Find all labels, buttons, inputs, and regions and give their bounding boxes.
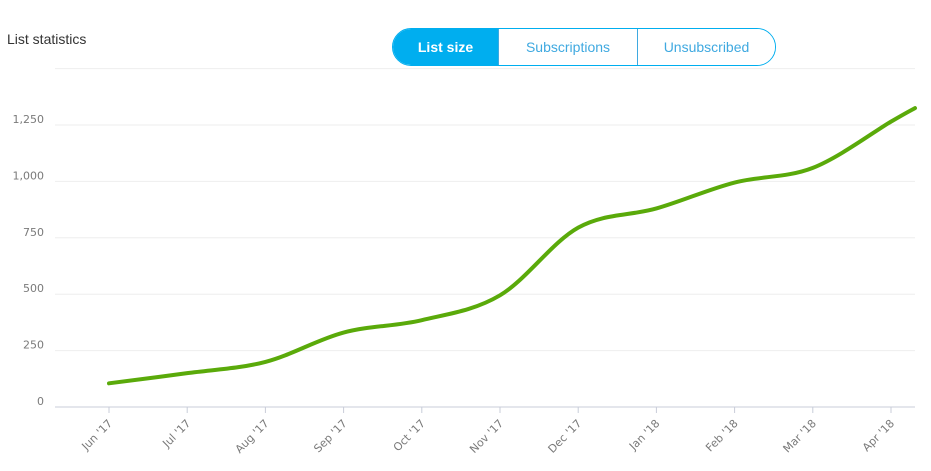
y-tick-label: 250 [23, 339, 44, 352]
y-tick-label: 1,250 [13, 113, 45, 126]
y-tick-label: 750 [23, 226, 44, 239]
x-tick-label: Mar '18 [781, 417, 819, 455]
list-size-line [107, 106, 917, 386]
x-axis-labels: Jun '17 Jul '17 Aug '17 Sep '17 Oct '17 Nov '… [79, 407, 897, 456]
x-tick-label: Jan '18 [626, 417, 662, 453]
gridlines [55, 68, 915, 352]
y-tick-label: 0 [37, 395, 44, 408]
x-tick-label: Sep '17 [311, 417, 349, 455]
y-tick-label: 500 [23, 282, 44, 295]
tab-unsubscribed[interactable]: Unsubscribed [637, 29, 775, 65]
tab-list-size[interactable]: List size [393, 29, 498, 65]
x-tick-label: Apr '18 [860, 417, 897, 454]
x-tick-label: Aug '17 [233, 417, 272, 456]
x-tick-label: Oct '17 [391, 417, 428, 454]
tab-subscriptions[interactable]: Subscriptions [498, 29, 637, 65]
x-tick-label: Feb '18 [703, 417, 740, 454]
x-tick-label: Jun '17 [79, 417, 116, 454]
x-tick-label: Jul '17 [160, 417, 194, 451]
page-title: List statistics [7, 31, 87, 47]
y-axis-labels: 0 250 500 750 1,000 1,250 [13, 113, 45, 408]
x-tick-label: Dec '17 [546, 417, 585, 456]
metric-toggle: List size Subscriptions Unsubscribed [392, 28, 776, 66]
y-tick-label: 1,000 [13, 169, 45, 182]
x-tick-label: Nov '17 [467, 417, 506, 456]
